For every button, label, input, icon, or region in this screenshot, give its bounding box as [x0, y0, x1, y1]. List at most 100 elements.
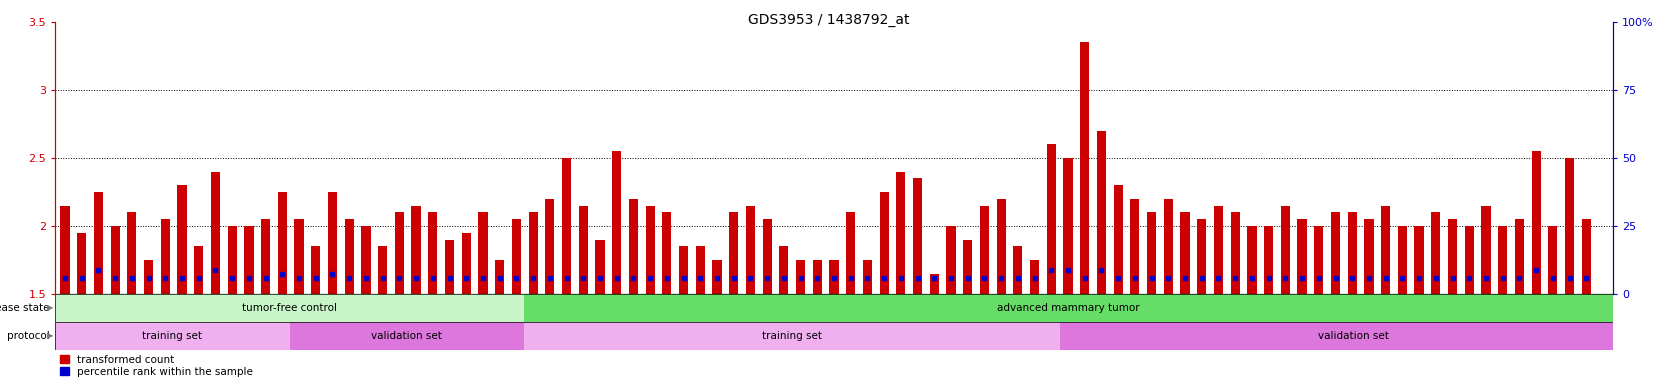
Bar	[1029, 260, 1039, 294]
Bar	[691, 22, 708, 294]
Bar	[361, 226, 370, 294]
Bar	[742, 22, 759, 294]
Bar	[1430, 212, 1440, 294]
Bar	[1561, 22, 1577, 294]
Bar	[896, 172, 905, 294]
Bar	[240, 22, 257, 294]
Bar	[1046, 144, 1056, 294]
Bar	[1012, 247, 1022, 294]
Bar	[191, 22, 207, 294]
Bar	[1564, 158, 1572, 294]
Bar	[461, 233, 471, 294]
Bar	[1344, 22, 1360, 294]
Bar	[524, 22, 542, 294]
Bar	[73, 22, 89, 294]
Bar	[1210, 22, 1226, 294]
Bar	[1109, 22, 1125, 294]
Bar	[913, 179, 921, 294]
Bar	[1143, 22, 1160, 294]
Bar	[55, 294, 524, 322]
Bar	[1075, 22, 1092, 294]
Bar	[1229, 212, 1239, 294]
Bar	[524, 294, 1612, 322]
Bar	[1196, 219, 1206, 294]
Bar	[1544, 22, 1561, 294]
Bar	[809, 22, 825, 294]
Bar	[1463, 226, 1473, 294]
Bar	[708, 22, 724, 294]
Bar	[625, 22, 641, 294]
Bar	[290, 322, 524, 350]
Bar	[592, 22, 608, 294]
Bar	[925, 22, 943, 294]
Bar	[679, 247, 688, 294]
Bar	[1326, 22, 1344, 294]
Bar	[724, 22, 742, 294]
Bar	[490, 22, 507, 294]
Bar	[1377, 22, 1394, 294]
Bar	[1360, 22, 1377, 294]
Bar	[578, 205, 588, 294]
Bar	[1314, 226, 1322, 294]
Bar	[325, 22, 341, 294]
Bar	[878, 192, 888, 294]
Text: training set: training set	[762, 331, 822, 341]
Bar	[1193, 22, 1210, 294]
Bar	[1114, 185, 1122, 294]
Bar	[762, 219, 771, 294]
Bar	[842, 22, 858, 294]
Bar	[374, 22, 391, 294]
Bar	[696, 247, 704, 294]
Bar	[341, 22, 358, 294]
Bar	[1226, 22, 1243, 294]
Bar	[141, 22, 157, 294]
Bar	[424, 22, 441, 294]
Bar	[1531, 151, 1539, 294]
Bar	[512, 219, 520, 294]
Text: ▶: ▶	[46, 331, 53, 341]
Bar	[290, 22, 307, 294]
Bar	[1059, 322, 1645, 350]
Bar	[507, 22, 524, 294]
Bar	[976, 22, 993, 294]
Bar	[946, 226, 954, 294]
Bar	[529, 212, 537, 294]
Bar	[645, 205, 655, 294]
Text: disease state: disease state	[0, 303, 50, 313]
Bar	[1125, 22, 1143, 294]
Bar	[628, 199, 638, 294]
Bar	[1480, 205, 1490, 294]
Bar	[278, 192, 287, 294]
Bar	[378, 247, 388, 294]
Bar	[1443, 22, 1460, 294]
Bar	[295, 219, 303, 294]
Bar	[428, 212, 437, 294]
Bar	[713, 260, 721, 294]
Bar	[1548, 226, 1556, 294]
Bar	[1246, 226, 1256, 294]
Text: validation set: validation set	[371, 331, 442, 341]
Bar	[1130, 199, 1138, 294]
Bar	[1460, 22, 1476, 294]
Bar	[1059, 22, 1075, 294]
Bar	[1092, 22, 1109, 294]
Bar	[1026, 22, 1042, 294]
Bar	[1493, 22, 1510, 294]
Bar	[845, 212, 855, 294]
Bar	[144, 260, 152, 294]
Bar	[224, 22, 240, 294]
Bar	[1427, 22, 1443, 294]
Bar	[227, 226, 237, 294]
Bar	[1259, 22, 1276, 294]
Bar	[746, 205, 754, 294]
Text: validation set: validation set	[1317, 331, 1389, 341]
Bar	[307, 22, 325, 294]
Bar	[1243, 22, 1259, 294]
Bar	[244, 226, 254, 294]
Bar	[779, 247, 789, 294]
Bar	[1510, 22, 1526, 294]
Bar	[328, 192, 336, 294]
Bar	[1526, 22, 1544, 294]
Bar	[1097, 131, 1105, 294]
Bar	[358, 22, 374, 294]
